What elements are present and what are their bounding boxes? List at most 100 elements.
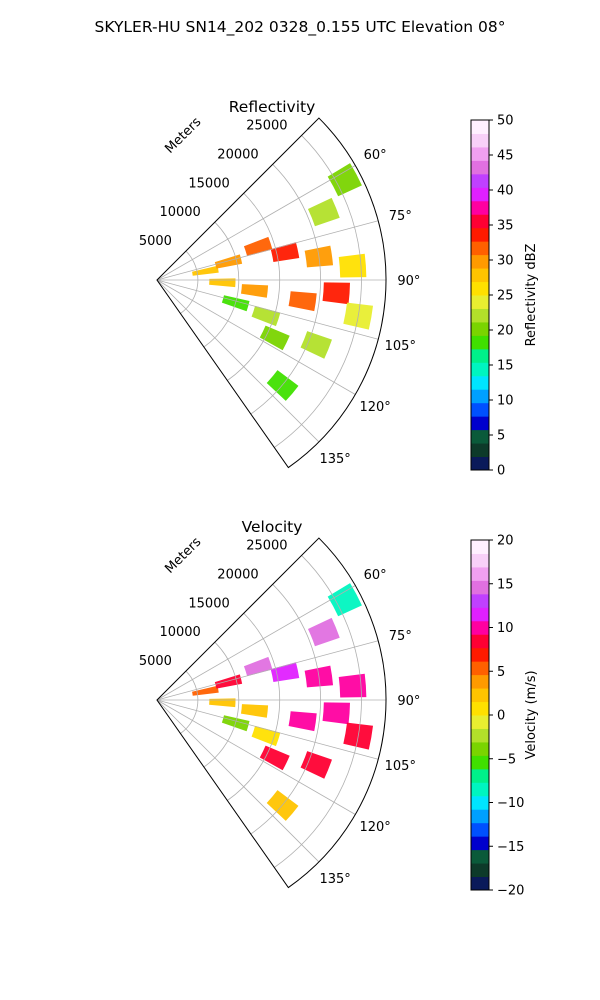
azimuth-tick-label: 120° bbox=[359, 400, 390, 415]
colorbar-tick-label: 0 bbox=[497, 709, 505, 724]
colorbar-tick-label: −5 bbox=[497, 752, 516, 767]
colorbar-tick-label: 35 bbox=[497, 219, 514, 234]
colorbar-segment bbox=[471, 214, 489, 229]
data-cell bbox=[266, 790, 299, 821]
grid-spoke bbox=[156, 279, 379, 340]
colorbar-tick-label: 20 bbox=[497, 324, 514, 339]
colorbar-tick-label: −10 bbox=[497, 796, 524, 811]
data-cell bbox=[327, 583, 362, 617]
colorbar-segment bbox=[471, 741, 489, 756]
colorbar-tick-label: 5 bbox=[497, 429, 505, 444]
data-cells bbox=[192, 583, 374, 821]
colorbar-segment bbox=[471, 755, 489, 770]
panel-title: Velocity bbox=[242, 518, 303, 536]
colorbar-segment bbox=[471, 389, 489, 404]
colorbar-segment bbox=[471, 133, 489, 148]
grid-spoke bbox=[156, 699, 320, 863]
radial-axis-label: Meters bbox=[162, 535, 204, 577]
colorbar: −20 −15 −10 −5 0 5 10 15 20 Velocity (m/s) bbox=[470, 534, 539, 899]
radial-tick-label: 20000 bbox=[217, 567, 258, 582]
colorbar-segment bbox=[471, 254, 489, 269]
colorbar-segment bbox=[471, 593, 489, 608]
colorbar-segment bbox=[471, 268, 489, 283]
colorbar-segment bbox=[471, 863, 489, 878]
colorbar-segment bbox=[471, 348, 489, 363]
polar-grid bbox=[156, 135, 386, 448]
grid-ring bbox=[227, 192, 281, 381]
data-cell bbox=[322, 702, 350, 725]
colorbar: 0 5 10 15 20 25 30 35 40 45 50 Reflectivity dBZ bbox=[470, 114, 539, 479]
colorbar-segment bbox=[471, 173, 489, 188]
colorbar-tick-label: 45 bbox=[497, 149, 514, 164]
azimuth-tick-label: 105° bbox=[385, 759, 416, 774]
data-cell bbox=[307, 197, 340, 227]
radial-tick-label: 10000 bbox=[159, 205, 200, 220]
colorbar-tick-label: 25 bbox=[497, 289, 514, 304]
data-cell bbox=[300, 751, 332, 779]
colorbar-segment bbox=[471, 728, 489, 743]
azimuth-tick-label: 60° bbox=[364, 568, 387, 583]
data-cell bbox=[322, 282, 350, 305]
data-cell bbox=[266, 370, 299, 401]
azimuth-tick-label: 90° bbox=[397, 694, 420, 709]
data-cell bbox=[209, 278, 236, 288]
grid-ring bbox=[250, 584, 321, 835]
panel-reflectivity: Reflectivity 5000 10000 15000 20000 25000 Mete… bbox=[139, 98, 539, 479]
grid-ring bbox=[274, 135, 362, 448]
grid-spoke bbox=[156, 220, 379, 281]
colorbar-segment bbox=[471, 876, 489, 891]
colorbar-segment bbox=[471, 634, 489, 649]
colorbar-segment bbox=[471, 836, 489, 851]
azimuth-tick-label: 120° bbox=[359, 820, 390, 835]
colorbar-label: Reflectivity dBZ bbox=[524, 244, 539, 347]
colorbar-segment bbox=[471, 295, 489, 309]
azimuth-tick-label: 105° bbox=[385, 339, 416, 354]
colorbar-segment bbox=[471, 809, 489, 824]
data-cell bbox=[192, 265, 219, 276]
colorbar-segment bbox=[471, 416, 489, 431]
colorbar-segment bbox=[471, 335, 489, 350]
colorbar-segment bbox=[471, 620, 489, 635]
data-cell bbox=[259, 745, 290, 771]
radial-tick-label: 25000 bbox=[246, 118, 287, 133]
grid-ring bbox=[203, 221, 240, 348]
colorbar-segment bbox=[471, 160, 489, 175]
colorbar-segment bbox=[471, 443, 489, 458]
colorbar-segment bbox=[471, 674, 489, 689]
colorbar-segment bbox=[471, 281, 489, 296]
colorbar-segment bbox=[471, 715, 489, 729]
panel-title: Reflectivity bbox=[229, 98, 316, 116]
colorbar-segment bbox=[471, 375, 489, 390]
colorbar-tick-label: 40 bbox=[497, 184, 514, 199]
data-cell bbox=[259, 325, 290, 351]
data-cell bbox=[288, 711, 317, 732]
colorbar-tick-label: 50 bbox=[497, 114, 514, 129]
colorbar-tick-label: −15 bbox=[497, 840, 524, 855]
data-cell bbox=[209, 698, 236, 708]
grid-spoke bbox=[156, 279, 356, 395]
data-cell bbox=[214, 254, 243, 269]
radial-tick-label: 20000 bbox=[217, 147, 258, 162]
azimuth-tick-label: 90° bbox=[397, 274, 420, 289]
panels: Reflectivity 5000 10000 15000 20000 25000 Mete… bbox=[139, 98, 539, 899]
colorbar-segment bbox=[471, 456, 489, 471]
data-cell bbox=[327, 163, 362, 197]
colorbar-tick-label: 5 bbox=[497, 665, 505, 680]
colorbar-segment bbox=[471, 227, 489, 242]
colorbar-label: Velocity (m/s) bbox=[524, 670, 539, 759]
azimuth-tick-label: 60° bbox=[364, 148, 387, 163]
colorbar-segment bbox=[471, 308, 489, 323]
colorbar-segment bbox=[471, 321, 489, 336]
grid-ring bbox=[203, 641, 240, 768]
colorbar-segment bbox=[471, 120, 489, 134]
colorbar-segment bbox=[471, 362, 489, 377]
radial-tick-label: 15000 bbox=[188, 596, 229, 611]
colorbar-segment bbox=[471, 553, 489, 568]
grid-ring bbox=[274, 555, 362, 868]
azimuth-tick-label: 75° bbox=[389, 209, 412, 224]
azimuth-tick-label: 135° bbox=[319, 452, 350, 467]
grid-spoke bbox=[156, 279, 320, 443]
radial-axis-label: Meters bbox=[162, 115, 204, 157]
radial-tick-label: 5000 bbox=[139, 654, 172, 669]
